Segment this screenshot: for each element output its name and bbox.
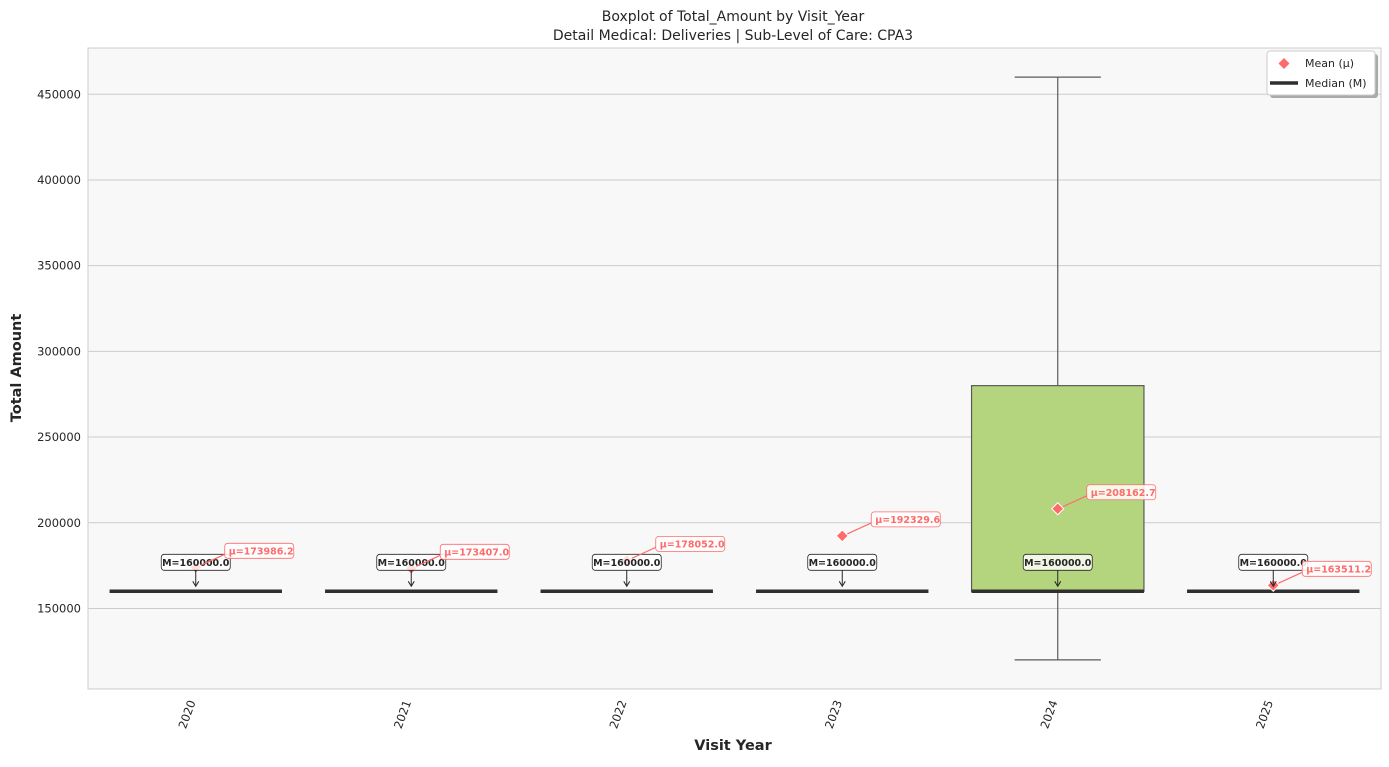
mean-label: μ=178052.0 [660,539,725,550]
x-tick-label: 2021 [391,698,414,730]
median-label-box [160,553,231,571]
mean-label: μ=173407.0 [444,547,509,558]
mean-arrow-line [200,553,225,566]
mean-arrow-line [847,522,872,535]
legend: Mean (μ) Median (M) [1266,50,1378,98]
legend-median-label: Median (M) [1305,77,1367,90]
y-tick-label: 150000 [37,601,81,615]
mean-label-box [224,542,295,559]
median-label-box [807,553,878,571]
mean-label-box [1086,484,1157,501]
mean-label: μ=173986.2 [229,546,294,557]
median-label: M=160000.0 [1024,558,1092,569]
y-tick-label: 200000 [37,516,81,530]
median-arrow-head [1054,581,1062,588]
legend-mean-diamond-icon [1278,58,1290,69]
median-label: M=160000.0 [593,558,661,569]
median-arrow-head [192,581,200,588]
y-tick-label: 350000 [37,259,81,273]
x-axis-label: Visit Year [694,738,772,754]
y-tick-label: 450000 [37,87,81,101]
median-label: M=160000.0 [1240,558,1308,569]
y-axis-label: Total Amount [9,314,25,423]
mean-marker [1051,502,1065,516]
x-tick-label: 2023 [822,698,845,730]
median-label: M=160000.0 [378,558,446,569]
median-label-box [1022,553,1093,571]
legend-mean-label: Mean (μ) [1305,57,1354,70]
mean-arrow-line [631,546,656,559]
y-tick-label: 250000 [37,430,81,444]
median-arrow-head [623,581,631,588]
mean-arrow-line [1278,571,1303,584]
mean-label-box [655,535,726,552]
y-tick-label: 300000 [37,344,81,358]
mean-arrow-line [1062,495,1087,508]
chart-title: Boxplot of Total_Amount by Visit_Year [602,9,865,25]
median-arrow-head [1269,581,1277,588]
x-tick-label: 2025 [1253,698,1276,730]
mean-arrow-line [416,554,441,567]
median-label-box [376,553,447,571]
mean-label: μ=163511.2 [1306,564,1371,575]
mean-label: μ=208162.7 [1091,488,1156,499]
mean-marker [835,529,849,543]
median-label: M=160000.0 [162,558,230,569]
mean-label: μ=192329.6 [875,515,940,526]
median-arrow-head [407,581,415,588]
mean-label-box [1301,560,1372,577]
median-label-box [591,553,662,571]
y-tick-label: 400000 [37,173,81,187]
x-tick-label: 2022 [606,698,629,730]
median-arrow-head [838,581,846,588]
x-tick-label: 2024 [1037,698,1060,730]
mean-label-box [870,511,941,528]
mean-label-box [439,543,510,560]
plot-area [87,47,1382,690]
x-tick-label: 2020 [175,698,198,730]
chart-subtitle: Detail Medical: Deliveries | Sub-Level o… [553,28,913,44]
median-label: M=160000.0 [809,558,877,569]
grid-layer [88,93,1381,609]
annotation-layer: M=160000.0μ=173986.2M=160000.0μ=173407.0… [160,484,1372,588]
